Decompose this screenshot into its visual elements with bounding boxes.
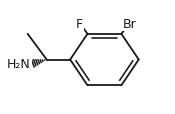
Text: H₂N: H₂N — [7, 57, 31, 70]
Text: Br: Br — [123, 18, 137, 30]
Text: F: F — [76, 18, 83, 30]
